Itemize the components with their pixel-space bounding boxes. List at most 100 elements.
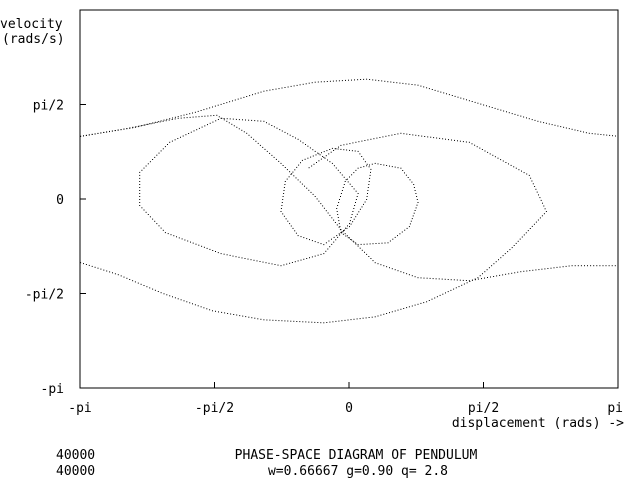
trajectory-point <box>426 277 428 279</box>
trajectory-point <box>163 119 165 121</box>
trajectory-point <box>85 134 87 136</box>
trajectory-point <box>349 183 351 185</box>
trajectory-point <box>545 211 547 212</box>
trajectory-point <box>206 108 208 110</box>
trajectory-point <box>396 82 398 84</box>
trajectory-point <box>387 81 389 83</box>
trajectory-point <box>340 148 342 150</box>
trajectory-point <box>497 108 499 110</box>
trajectory-point <box>289 171 291 173</box>
trajectory-point <box>181 238 183 240</box>
trajectory-point <box>325 210 327 212</box>
trajectory-point <box>209 107 211 109</box>
trajectory-point <box>352 211 354 212</box>
trajectory-point <box>363 158 365 160</box>
trajectory-point <box>207 115 209 117</box>
trajectory-point <box>331 162 333 164</box>
trajectory-point <box>434 89 436 91</box>
trajectory-point <box>447 279 449 280</box>
trajectory-point <box>409 223 411 225</box>
trajectory-point <box>541 268 543 270</box>
trajectory-point <box>340 232 342 234</box>
trajectory-point <box>212 310 213 312</box>
trajectory-point <box>322 205 324 207</box>
trajectory-point <box>347 319 349 321</box>
trajectory-point <box>141 125 143 126</box>
trajectory-point <box>366 163 368 165</box>
trajectory-point <box>349 226 350 228</box>
trajectory-point <box>346 227 348 229</box>
trajectory-point <box>186 301 188 303</box>
trajectory-point <box>477 102 479 104</box>
trajectory-point <box>332 80 334 82</box>
trajectory-point <box>262 146 264 148</box>
trajectory-point <box>390 81 392 83</box>
trajectory-point <box>290 320 292 322</box>
trajectory-point <box>340 193 342 194</box>
trajectory-point <box>94 133 96 135</box>
trajectory-point <box>333 150 335 151</box>
trajectory-point <box>239 315 241 317</box>
trajectory-point <box>507 251 509 253</box>
trajectory-point <box>163 293 165 295</box>
trajectory-point <box>411 275 413 277</box>
trajectory-point <box>162 148 164 150</box>
trajectory-point <box>445 292 446 294</box>
trajectory-point <box>394 236 396 238</box>
trajectory-point <box>137 126 139 128</box>
trajectory-point <box>228 122 230 124</box>
trajectory-point <box>355 169 357 171</box>
trajectory-point <box>231 123 233 125</box>
trajectory-point <box>209 309 211 311</box>
trajectory-point <box>553 267 555 269</box>
trajectory-point <box>132 280 134 282</box>
trajectory-point <box>129 127 131 129</box>
trajectory-point <box>399 82 401 84</box>
trajectory-point <box>541 215 543 217</box>
trajectory-point <box>314 81 316 83</box>
trajectory-point <box>611 265 613 267</box>
trajectory-point <box>323 322 325 324</box>
trajectory-point <box>374 262 376 264</box>
trajectory-point <box>588 132 590 134</box>
trajectory-point <box>226 254 228 256</box>
trajectory-point <box>109 271 111 273</box>
trajectory-point <box>469 281 471 282</box>
trajectory-point <box>544 208 546 210</box>
trajectory-point <box>327 248 329 250</box>
trajectory-point <box>417 303 419 305</box>
trajectory-point <box>117 129 119 131</box>
trajectory-point <box>289 262 291 264</box>
trajectory-point <box>282 196 284 197</box>
step-count-1: 40000 <box>56 448 95 463</box>
trajectory-point <box>532 183 534 185</box>
trajectory-point <box>391 268 393 270</box>
trajectory-point <box>376 137 378 139</box>
trajectory-point <box>203 109 205 111</box>
trajectory-point <box>439 137 441 139</box>
trajectory-point <box>246 132 248 134</box>
trajectory-point <box>458 286 460 288</box>
trajectory-point <box>537 120 539 122</box>
trajectory-point <box>293 85 295 87</box>
trajectory-point <box>245 119 246 121</box>
trajectory-point <box>300 140 302 142</box>
trajectory-point <box>366 253 368 255</box>
trajectory-point <box>406 227 408 229</box>
trajectory-point <box>594 133 596 135</box>
trajectory-point <box>287 86 289 88</box>
trajectory-point <box>562 266 564 268</box>
trajectory-point <box>420 277 422 279</box>
trajectory-point <box>299 181 301 183</box>
trajectory-point <box>302 83 304 85</box>
trajectory-point <box>442 293 444 295</box>
trajectory-point <box>192 112 193 114</box>
trajectory-point <box>531 225 533 227</box>
trajectory-point <box>563 126 565 128</box>
trajectory-point <box>402 170 404 171</box>
trajectory-point <box>316 162 317 163</box>
trajectory-point <box>302 321 304 323</box>
trajectory-point <box>448 94 450 96</box>
trajectory-point <box>482 273 483 275</box>
trajectory-point <box>509 249 511 251</box>
